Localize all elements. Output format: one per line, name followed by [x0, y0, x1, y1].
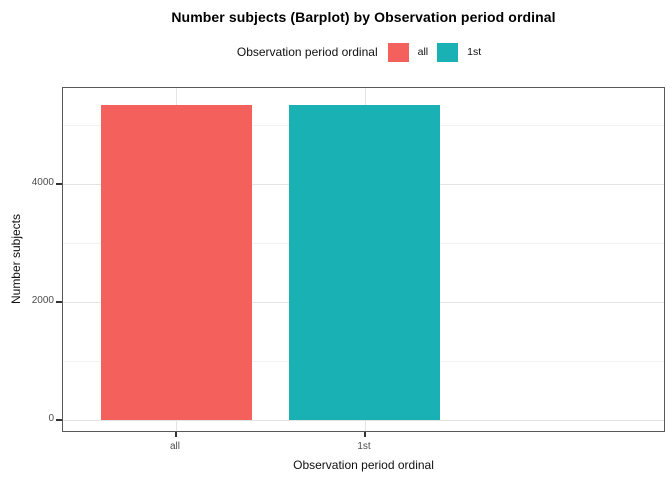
plot-panel	[62, 87, 665, 432]
legend-key-all	[387, 42, 409, 62]
legend-label-all: all	[417, 46, 429, 58]
x-tick-mark	[175, 432, 177, 437]
x-tick-label-all: all	[169, 441, 180, 452]
bar-1st	[289, 105, 440, 420]
legend-label-1st: 1st	[467, 46, 482, 58]
y-tick-label: 2000	[31, 295, 54, 306]
y-axis-title: Number subjects	[9, 213, 23, 305]
y-tick-label: 4000	[31, 177, 54, 188]
y-tick-mark	[56, 419, 62, 421]
bar-all	[101, 105, 252, 420]
gridline-major-h	[63, 420, 664, 421]
x-tick-mark	[364, 432, 366, 437]
legend: Observation period ordinal all 1st	[62, 40, 665, 64]
y-tick-mark	[56, 301, 62, 303]
legend-entry-all: all	[387, 42, 429, 62]
chart-title: Number subjects (Barplot) by Observation…	[171, 9, 556, 25]
y-tick-mark	[56, 183, 62, 185]
x-tick-label-1st: 1st	[357, 441, 371, 452]
legend-entries: all 1st	[387, 42, 491, 62]
x-axis-title: Observation period ordinal	[293, 458, 434, 472]
legend-entry-1st: 1st	[437, 42, 482, 62]
y-tick-label: 0	[48, 413, 54, 424]
legend-title: Observation period ordinal	[236, 45, 378, 59]
legend-key-1st	[437, 42, 459, 62]
